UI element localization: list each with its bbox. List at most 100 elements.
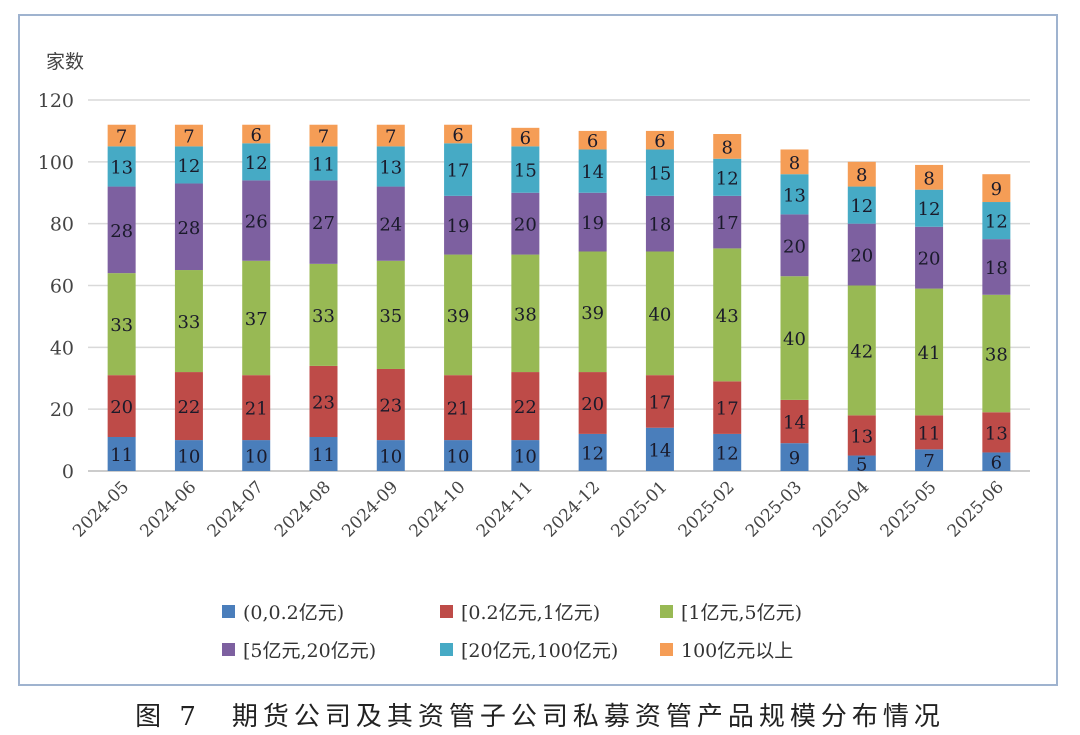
bar-segment (107, 436, 136, 471)
data-label: 42 (850, 341, 873, 362)
bar-segment (511, 372, 540, 441)
x-tick-label: 2024-10 (406, 477, 470, 541)
data-label: 8 (789, 153, 800, 174)
data-label: 20 (918, 249, 941, 270)
legend-swatch (660, 605, 673, 618)
bar-segment (444, 143, 473, 196)
bar-segment (982, 294, 1011, 413)
bar-segment (645, 130, 674, 150)
data-label: 12 (850, 196, 873, 217)
x-tick-label: 2024-07 (204, 477, 268, 541)
bar-segment (578, 149, 607, 193)
data-label: 20 (110, 397, 133, 418)
data-label: 27 (312, 213, 335, 234)
data-label: 39 (581, 303, 604, 324)
bar-segment (847, 161, 876, 187)
data-label: 10 (177, 447, 200, 468)
bar-segment (780, 443, 809, 471)
bar-segment (174, 270, 203, 373)
data-label: 17 (716, 399, 739, 420)
bar-segment (780, 149, 809, 175)
bar-segment (915, 288, 944, 416)
legend-swatch (660, 643, 673, 656)
bar-segment (915, 449, 944, 471)
data-label: 6 (654, 131, 665, 152)
x-tick-label: 2024-11 (473, 477, 537, 541)
bar-segment (578, 192, 607, 252)
y-tick-label: 60 (50, 276, 74, 298)
bar-segment (242, 180, 271, 261)
bar-segment (511, 146, 540, 193)
data-label: 17 (716, 213, 739, 234)
data-label: 20 (783, 236, 806, 257)
data-label: 14 (783, 413, 806, 434)
data-label: 33 (177, 312, 200, 333)
data-label: 22 (177, 397, 200, 418)
data-label: 6 (452, 125, 463, 146)
data-label: 13 (379, 157, 402, 178)
data-label: 7 (318, 127, 329, 148)
data-label: 9 (991, 179, 1002, 200)
bar-segment (242, 440, 271, 471)
data-label: 18 (985, 258, 1008, 279)
legend-label: [1亿元,5亿元) (681, 602, 803, 624)
bar-segment (174, 372, 203, 441)
bar-segment (107, 273, 136, 376)
bar-segment (578, 130, 607, 150)
data-label: 8 (856, 165, 867, 186)
x-tick-label: 2024-09 (338, 477, 402, 541)
bar-segment (982, 174, 1011, 203)
chart-frame (18, 14, 1058, 686)
data-label: 13 (110, 157, 133, 178)
data-label: 6 (991, 453, 1002, 474)
data-label: 12 (177, 156, 200, 177)
bar-segment (242, 260, 271, 376)
data-label: 37 (245, 309, 268, 330)
data-label: 12 (716, 443, 739, 464)
data-label: 38 (514, 304, 537, 325)
data-label: 6 (520, 128, 531, 149)
data-label: 10 (514, 447, 537, 468)
data-label: 12 (581, 443, 604, 464)
data-label: 35 (379, 306, 402, 327)
bar-segment (376, 260, 405, 369)
data-label: 8 (721, 137, 732, 158)
x-tick-label: 2025-02 (675, 477, 739, 541)
bar-segment (847, 285, 876, 416)
data-label: 17 (447, 161, 470, 182)
data-label: 10 (379, 447, 402, 468)
bar-segment (645, 149, 674, 196)
bar-segment (645, 375, 674, 428)
data-label: 38 (985, 345, 1008, 366)
x-tick-label: 2025-01 (607, 477, 671, 541)
bar-segment (847, 223, 876, 286)
bar-segment (578, 251, 607, 373)
bar-segment (376, 186, 405, 261)
bar-segment (107, 124, 136, 147)
bar-segment (309, 436, 338, 471)
y-tick-label: 20 (50, 399, 74, 421)
bar-segment (511, 440, 540, 471)
bar-segment (847, 186, 876, 224)
bar-segment (444, 124, 473, 144)
bar-segment (107, 375, 136, 437)
bar-segment (915, 164, 944, 190)
bar-segment (376, 440, 405, 471)
bar-segment (645, 251, 674, 376)
data-label: 10 (447, 447, 470, 468)
bar-segment (376, 146, 405, 187)
legend-label: [0.2亿元,1亿元) (461, 602, 601, 624)
data-label: 12 (245, 153, 268, 174)
y-tick-label: 40 (50, 337, 74, 359)
data-label: 23 (379, 396, 402, 417)
data-label: 7 (183, 127, 194, 148)
bar-segment (107, 146, 136, 187)
bar-segment (982, 452, 1011, 471)
bar-segment (174, 146, 203, 184)
bar-segment (713, 248, 742, 382)
data-label: 12 (985, 212, 1008, 233)
x-tick-label: 2025-06 (944, 477, 1008, 541)
data-label: 11 (110, 445, 133, 466)
legend-swatch (222, 643, 235, 656)
